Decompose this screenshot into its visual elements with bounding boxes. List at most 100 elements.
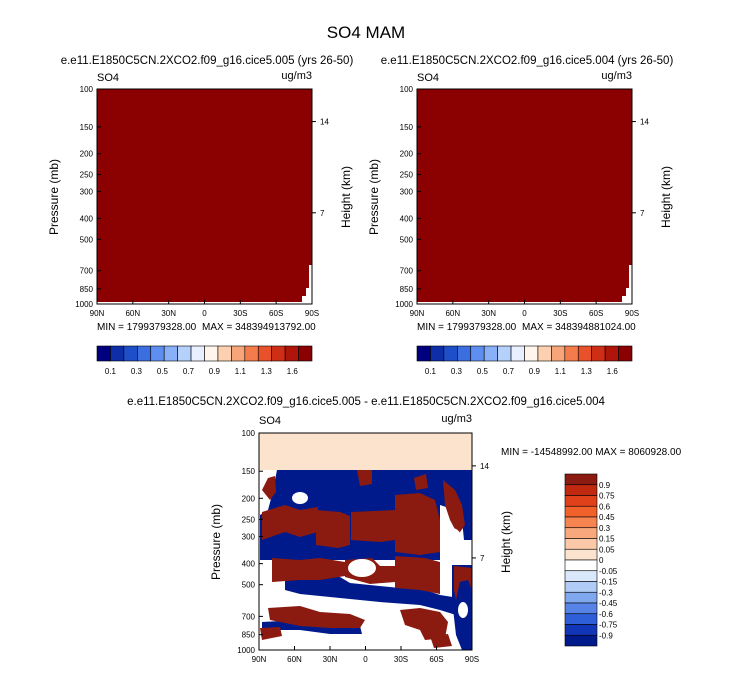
panel-diff-ytick-label-700: 700 [242,612,256,621]
panel-2-colorbar-box-2 [443,345,458,362]
panel-2-ytick-label-700: 700 [400,267,414,276]
panel-1-colorbar-label-5: 1.1 [235,367,247,376]
panel-1-ytick-label-150: 150 [80,123,94,132]
panel-2-colorbar-label-6: 1.3 [581,367,593,376]
diff-red-low-2 [260,627,282,640]
panel-2-height-tick-label-14: 14 [640,118,649,127]
panel-2-field-label: SO4 [417,72,439,84]
panel-1-max-stat: MAX = 348394913792.00 [202,322,316,333]
panel-1-colorbar-label-1: 0.3 [131,367,143,376]
panel-2-ytick-label-200: 200 [400,150,414,159]
panel-1-title: e.e11.E1850C5CN.2XCO2.f09_g16.cice5.005 … [61,55,354,67]
panel-2-title: e.e11.E1850C5CN.2XCO2.f09_g16.cice5.004 … [381,55,674,67]
panel-1-ytick-label-400: 400 [80,214,94,223]
panel-1-colorbar-label-4: 0.9 [209,367,221,376]
diff-upper-band [259,433,472,470]
panel-1-colorbar-label-6: 1.3 [261,367,273,376]
panel-1-ytick-label-200: 200 [80,150,94,159]
panel-diff-colorbar-label-2: 0.6 [599,502,611,511]
panel-2-xtick-label-30N: 30N [481,309,496,318]
panel-diff-units: ug/m3 [441,413,472,425]
panel-2-colorbar-label-3: 0.7 [503,367,515,376]
panel-diff-colorbar: 0.9 0.750.6 0.45 0.3 0.150.05 0 -0.05 -0.15-0.3… [564,473,618,647]
diff-red-band-4 [395,493,440,555]
panel-2-colorbar-box-12 [577,345,592,362]
panel-2-colorbar-box-7 [510,345,525,362]
panel-1-field-label: SO4 [97,72,119,84]
panel-2-y2-label: Height (km) [659,166,673,228]
panel-1-colorbar-box-11 [244,345,259,362]
panel-diff-colorbar-box-10 [564,581,598,593]
panel-1-xtick-label-30S: 30S [233,309,247,318]
diff-white-blob-3 [442,528,462,552]
panel-2-ytick-label-850: 850 [400,285,414,294]
panel-2-colorbar-box-9 [537,345,552,362]
panel-2-colorbar-label-1: 0.3 [451,367,463,376]
panel-2-colorbar-box-4 [470,345,485,362]
panel-2-ytick-label-100: 100 [400,85,414,94]
panel-1-field [97,89,312,302]
panel-diff-height-tick-label-7: 7 [480,554,485,563]
panel-1-xtick-label-60N: 60N [125,309,140,318]
panel-diff-xtick-label-60N: 60N [287,655,302,664]
diff-red-band-2 [316,510,350,548]
panel-diff-colorbar-box-14 [564,624,598,636]
panel-diff-colorbar-box-13 [564,613,598,625]
diff-red-band-3 [351,510,395,542]
panel-diff-colorbar-box-8 [564,559,598,572]
panel-diff-colorbar-label-0: 0.9 [599,481,611,490]
diff-red-low-4 [430,634,452,648]
diff-red-top-2 [357,470,372,486]
panel-2-min-stat: MIN = 1799379328.00 [417,322,517,333]
panel-diff: e.e11.E1850C5CN.2XCO2.f09_g16.cice5.005 … [127,396,681,664]
panel-diff-colorbar-box-5 [564,527,598,539]
panel-2-field [417,89,632,302]
panel-diff-y-label: Pressure (mb) [209,504,223,580]
panel-2-colorbar-label-4: 0.9 [529,367,541,376]
diff-blue-lower [285,575,472,620]
panel-1-ytick-label-500: 500 [80,235,94,244]
panel-diff-colorbar-box-3 [564,505,598,518]
panel-1-colorbar-label-0: 0.1 [105,367,117,376]
panel-1-colorbar-box-10 [231,345,246,362]
panel-diff-colorbar-label-13: -0.75 [599,621,618,630]
panel-1-ytick-label-850: 850 [80,285,94,294]
panel-2-colorbar-box-13 [591,345,606,362]
panel-1-min-stat: MIN = 1799379328.00 [97,322,197,333]
panel-1-height-tick-label-14: 14 [320,118,329,127]
panel-1-height-tick-label-7: 7 [320,209,325,218]
panel-2-colorbar-box-15 [618,345,633,362]
panel-2-ytick-label-300: 300 [400,188,414,197]
panel-diff-ytick-label-850: 850 [242,631,256,640]
panel-1-colorbar-label-3: 0.7 [183,367,195,376]
panel-1-colorbar-box-0 [96,345,111,362]
panel-1-colorbar-box-14 [284,345,299,362]
panel-2-ytick-label-1000: 1000 [395,300,413,309]
panel-diff-ytick-label-100: 100 [242,429,256,438]
panel-1-colorbar: 0.1 0.3 0.5 0.7 0.9 1.1 1.3 1.6 [96,345,313,376]
panel-diff-colorbar-label-14: -0.9 [599,631,613,640]
panel-2: e.e11.E1850C5CN.2XCO2.f09_g16.cice5.004 … [367,55,673,376]
panel-2-colorbar-box-8 [524,345,539,362]
panel-2-colorbar-box-5 [483,345,498,362]
panel-2-units: ug/m3 [601,70,632,82]
panel-2-ytick-label-250: 250 [400,171,414,180]
panel-2-xtick-label-30S: 30S [553,309,567,318]
panel-diff-field-label: SO4 [259,415,281,427]
panel-2-xtick-label-60S: 60S [589,309,603,318]
panel-diff-title: e.e11.E1850C5CN.2XCO2.f09_g16.cice5.005 … [127,396,605,408]
panel-2-ytick-label-400: 400 [400,214,414,223]
panel-diff-xtick-label-30S: 30S [394,655,408,664]
panel-diff-colorbar-box-15 [564,634,598,647]
panel-2-y-label: Pressure (mb) [367,159,381,235]
diff-white-blob-2 [292,492,308,504]
panel-diff-colorbar-label-10: -0.3 [599,588,613,597]
panel-1-ytick-label-700: 700 [80,267,94,276]
panel-diff-colorbar-label-9: -0.15 [599,578,618,587]
panel-1-colorbar-box-9 [217,345,232,362]
diff-red-band-1 [262,505,318,540]
panel-2-ytick-label-500: 500 [400,235,414,244]
panel-diff-ytick-label-500: 500 [242,581,256,590]
